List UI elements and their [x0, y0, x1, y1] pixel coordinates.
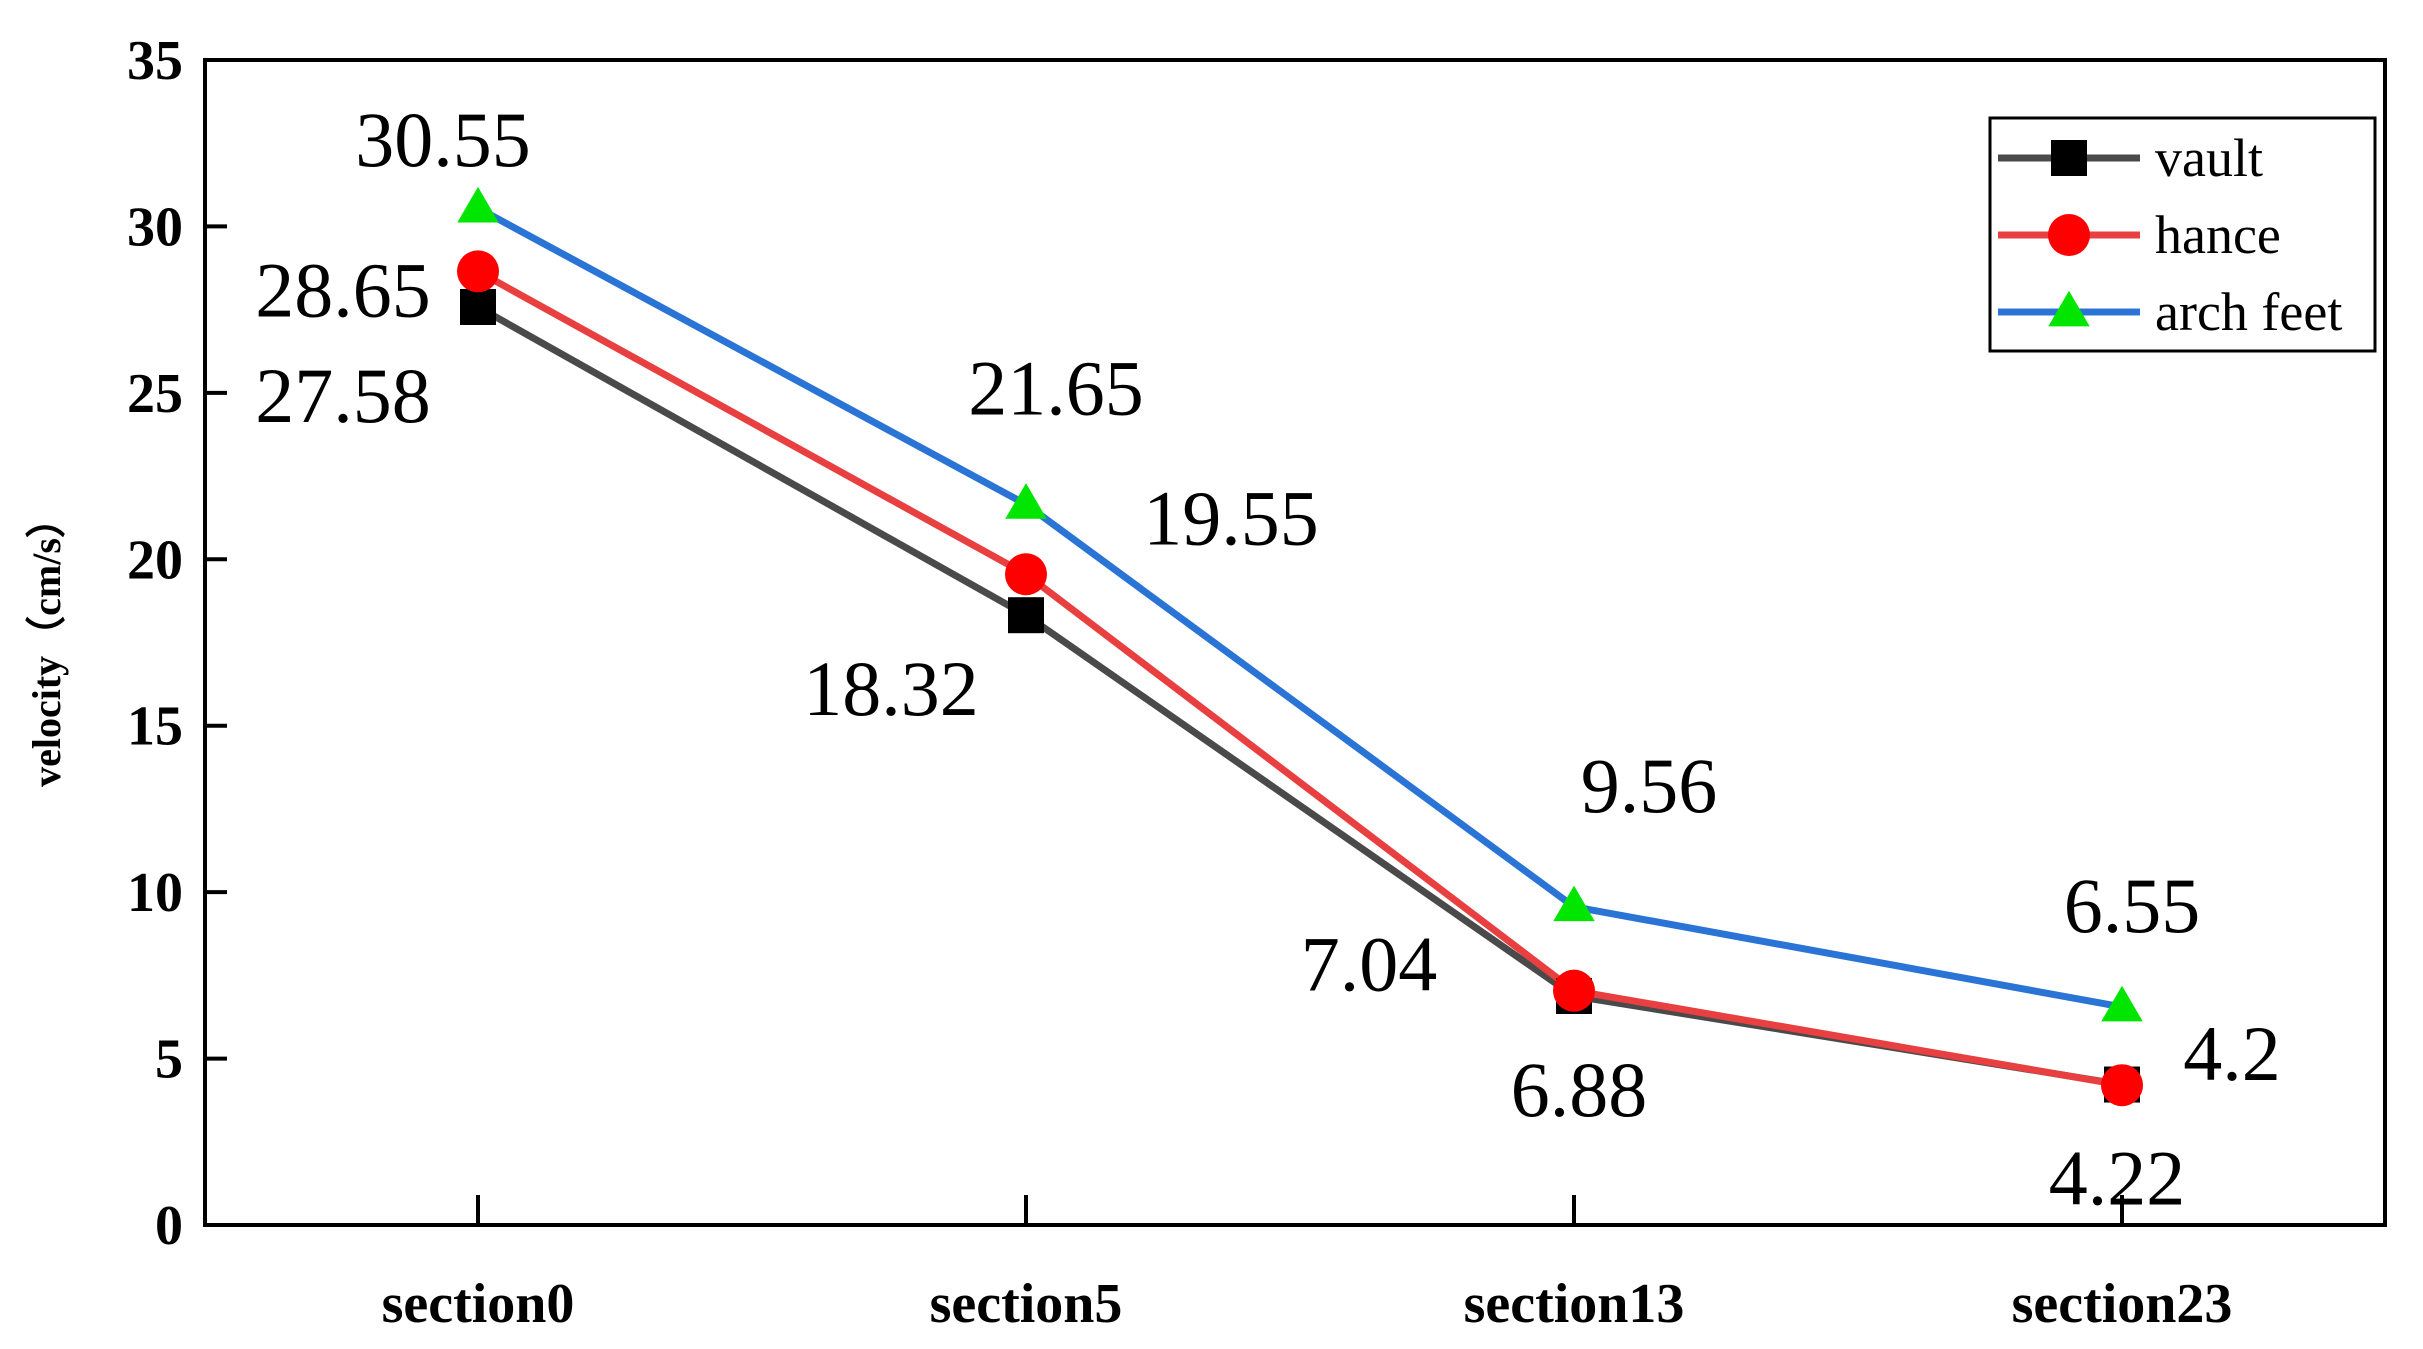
- data-point-hance: [2101, 1064, 2143, 1107]
- series-markers: [457, 186, 2143, 1107]
- data-label: 7.04: [1301, 921, 1438, 1008]
- legend-marker-arch-feet: [2048, 290, 2090, 327]
- data-point-hance: [1005, 553, 1047, 596]
- data-label: 27.58: [255, 352, 431, 439]
- y-tick-label: 25: [127, 363, 183, 425]
- legend: vault hance arch feet: [1988, 116, 2377, 353]
- y-tick-label: 20: [127, 529, 183, 591]
- data-point-vault: [1008, 597, 1044, 634]
- data-point-hance: [457, 250, 499, 293]
- y-tick-label: 0: [155, 1195, 183, 1257]
- data-point-hance: [1553, 969, 1595, 1012]
- legend-label: vault: [2155, 128, 2263, 188]
- legend-marker-hance: [2048, 214, 2090, 256]
- legend-label: arch feet: [2155, 282, 2342, 342]
- y-tick-label: 15: [127, 696, 183, 758]
- x-tick-label: section23: [2012, 1273, 2233, 1335]
- data-label: 30.55: [355, 96, 531, 183]
- data-label: 6.55: [2064, 862, 2201, 949]
- data-point-arch-feet: [1553, 885, 1595, 922]
- x-tick-label: section0: [382, 1273, 575, 1335]
- data-label: 28.65: [255, 246, 431, 333]
- y-tick-label: 10: [127, 862, 183, 924]
- series-line-arch-feet: [476, 205, 2123, 1011]
- data-point-arch-feet: [2101, 985, 2143, 1022]
- y-tick-label: 5: [155, 1029, 183, 1091]
- y-tick-label: 30: [127, 196, 183, 258]
- data-label: 6.88: [1511, 1046, 1648, 1133]
- data-point-vault: [460, 288, 496, 325]
- plot-frame: [203, 58, 2387, 1227]
- x-tick-label: section5: [930, 1273, 1123, 1335]
- data-point-arch-feet: [1005, 483, 1047, 519]
- series-line-hance: [476, 268, 2123, 1089]
- chart-axes: 0 5 10 15 20 25 30 35 section0 section5 section13 s…: [24, 30, 2387, 1335]
- data-label: 4.22: [2049, 1135, 2186, 1222]
- data-label: 9.56: [1581, 742, 1718, 829]
- y-axis-label: velocity（cm/s）: [24, 498, 69, 787]
- data-label: 21.65: [968, 344, 1144, 431]
- legend-label: hance: [2155, 205, 2281, 265]
- data-label: 18.32: [803, 645, 979, 732]
- data-label: 4.2: [2183, 1010, 2281, 1097]
- data-point-arch-feet: [457, 186, 499, 223]
- x-tick-label: section13: [1464, 1273, 1685, 1335]
- series-lines: [476, 205, 2123, 1089]
- legend-marker-vault: [2051, 140, 2087, 176]
- y-tick-label: 35: [127, 30, 183, 92]
- data-labels: 27.58 18.32 6.88 4.22 28.65 19.55 7.04 4.2 30.55…: [255, 96, 2281, 1221]
- data-label: 19.55: [1143, 474, 1319, 561]
